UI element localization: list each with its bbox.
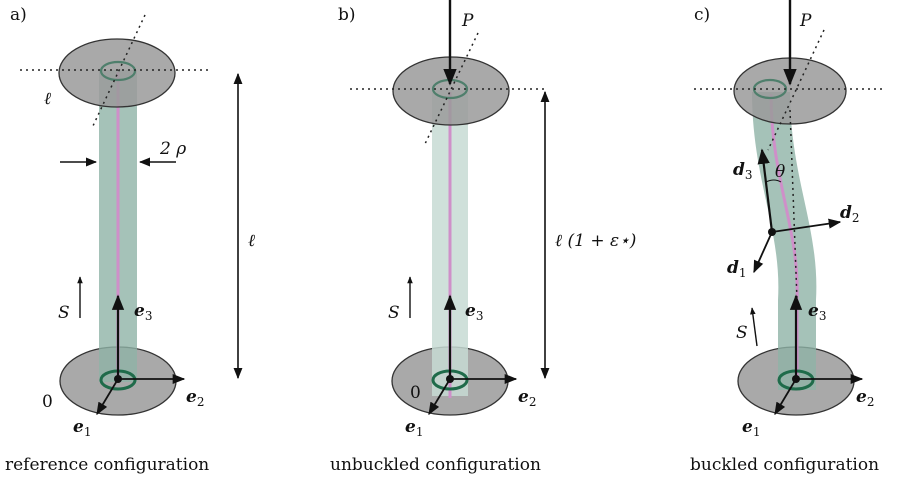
d3-label: d3	[733, 160, 753, 182]
force-label: P	[461, 11, 474, 31]
d1-label: d1	[727, 258, 747, 280]
panel-b-label: b)	[338, 5, 356, 25]
s-label: S	[736, 323, 748, 343]
length-label: ℓ	[248, 231, 255, 251]
rod	[752, 92, 817, 390]
d3-arrow	[757, 148, 774, 233]
e2-label: e2	[518, 387, 536, 409]
length-label: ℓ (1 + ε⋆)	[555, 231, 636, 251]
panel-c-label: c)	[694, 5, 710, 25]
force-label: P	[799, 11, 812, 31]
e1-arrow	[96, 378, 119, 416]
panel-a: a) ℓ 2 ρ ℓ S e3 e2 e1 0 referenc	[5, 5, 255, 475]
s-arrow	[750, 307, 758, 347]
origin-label: 0	[410, 383, 421, 403]
e3-label: e3	[465, 301, 483, 323]
e1-arrow	[774, 378, 797, 416]
e1-arrow	[428, 378, 451, 416]
d1-arrow	[753, 231, 773, 274]
panel-a-label: a)	[10, 5, 27, 25]
s-label: S	[58, 303, 70, 323]
ell-label: ℓ	[44, 89, 51, 109]
e1-label: e1	[405, 417, 423, 439]
diameter-label: 2 ρ	[159, 139, 186, 159]
rod-centerline	[769, 93, 799, 380]
caption: buckled configuration	[690, 455, 879, 475]
e1-label: e1	[742, 417, 760, 439]
top-ring	[99, 60, 137, 82]
caption: unbuckled configuration	[330, 455, 541, 475]
theta-label: θ	[775, 162, 785, 182]
e2-label: e2	[856, 387, 874, 409]
panel-b: b) P ℓ (1 + ε⋆) S e3 e2 e1 0 unbuckled c…	[330, 0, 636, 475]
dotted-diagonal	[767, 29, 825, 151]
caption: reference configuration	[5, 455, 209, 475]
e1-label: e1	[73, 417, 91, 439]
dotted-vertical	[789, 109, 798, 301]
d2-arrow	[771, 218, 842, 233]
theta-arc	[765, 179, 782, 183]
s-label: S	[388, 303, 400, 323]
e3-label: e3	[808, 301, 826, 323]
panel-c: c) P d3 d2 d1 θ S e3 e2 e1 buckled confi…	[690, 0, 886, 475]
d2-label: d2	[840, 203, 860, 225]
origin-label: 0	[42, 392, 53, 412]
e2-label: e2	[186, 387, 204, 409]
top-disk	[58, 38, 176, 108]
e3-label: e3	[134, 301, 152, 323]
